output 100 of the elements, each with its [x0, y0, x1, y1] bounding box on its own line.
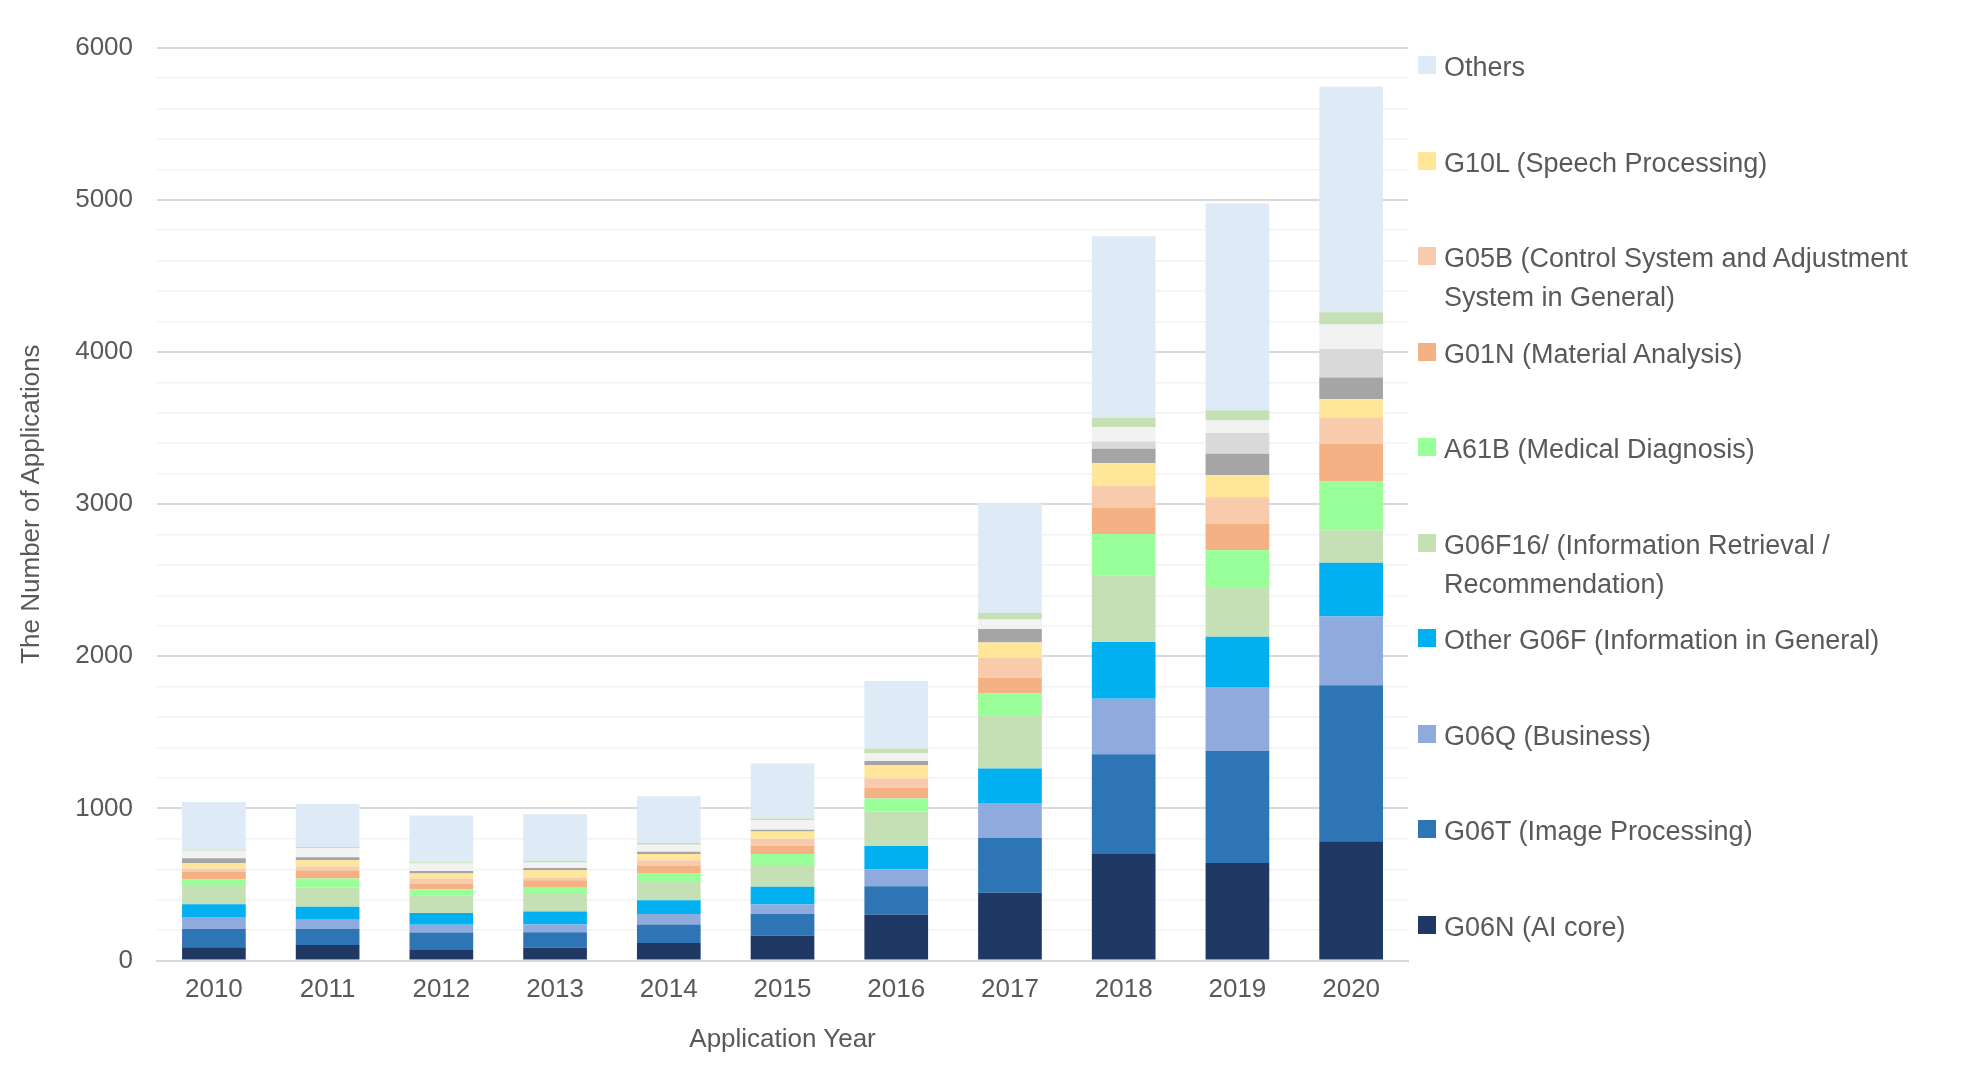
- x-tick-label: 2016: [867, 973, 926, 1004]
- x-tick-label: 2010: [184, 973, 243, 1004]
- bar: [1205, 410, 1270, 421]
- bar: [750, 820, 815, 830]
- bar: [978, 768, 1042, 804]
- x-tick-label: 2018: [1094, 973, 1153, 1004]
- legend-label: G05B (Control System and Adjustment System in General): [1444, 242, 1909, 315]
- bar: [295, 887, 360, 907]
- bar: [1319, 443, 1383, 481]
- bar: [864, 778, 929, 788]
- bar: [864, 753, 929, 761]
- bar: [409, 883, 474, 890]
- legend-label: G06T (Image Processing): [1444, 815, 1753, 849]
- bar: [978, 677, 1042, 694]
- legend-label: Other G06F (Information in General): [1444, 624, 1880, 658]
- bar: [636, 924, 701, 943]
- x-tick-label: 2020: [1322, 973, 1381, 1004]
- bar: [182, 868, 246, 872]
- x-tick-label: 2011: [299, 973, 356, 1004]
- bar: [636, 882, 701, 901]
- y-tick-label: 0: [118, 943, 134, 974]
- bar: [978, 502, 1042, 614]
- bar: [295, 870, 360, 879]
- bar: [1091, 698, 1156, 755]
- bar: [523, 932, 587, 948]
- bar: [636, 942, 701, 960]
- bar: [978, 613, 1042, 620]
- bar: [864, 760, 929, 766]
- bar: [182, 917, 246, 929]
- bar: [409, 950, 474, 960]
- x-tick-label: 2013: [526, 973, 584, 1004]
- bar: [750, 904, 815, 914]
- bar: [1319, 86, 1383, 313]
- bar: [636, 796, 701, 843]
- bar: [182, 850, 246, 859]
- y-axis-title: The Number of Applications: [14, 344, 45, 664]
- y-tick-label: 6000: [75, 30, 134, 61]
- legend-label: Others: [1444, 51, 1526, 84]
- bar: [295, 804, 360, 847]
- bar: [295, 860, 360, 867]
- bar: [1205, 751, 1270, 864]
- bar: [523, 947, 587, 960]
- x-axis-title: Application Year: [689, 1022, 877, 1053]
- y-tick-label: 2000: [75, 639, 134, 670]
- bar: [750, 854, 815, 865]
- bar: [523, 868, 587, 871]
- bar: [864, 748, 929, 754]
- bar: [523, 886, 587, 894]
- bar: [523, 893, 587, 912]
- bar: [864, 798, 929, 812]
- legend-label: A61B (Medical Diagnosis): [1444, 433, 1755, 467]
- bar: [636, 853, 701, 861]
- bar: [1319, 398, 1383, 418]
- x-tick-label: 2014: [639, 973, 698, 1004]
- bar: [182, 871, 246, 880]
- legend-label: G06Q (Business): [1444, 719, 1652, 753]
- y-tick-label: 3000: [75, 487, 134, 518]
- bar: [409, 895, 474, 914]
- bar: [864, 846, 929, 870]
- bar: [1319, 312, 1383, 325]
- bar: [409, 932, 474, 951]
- bar: [182, 928, 246, 948]
- bar: [750, 838, 815, 846]
- bar: [182, 863, 246, 869]
- bar: [978, 716, 1042, 769]
- bar: [182, 886, 246, 905]
- bar: [636, 913, 701, 925]
- bar: [750, 831, 815, 839]
- legend-label: G06F16/ (Information Retrieval / Recommendation): [1444, 528, 1831, 601]
- bar: [978, 657, 1042, 678]
- bar: [978, 642, 1042, 658]
- bar: [1205, 550, 1270, 589]
- bar: [295, 928, 360, 945]
- bar: [1091, 463, 1156, 486]
- bar: [295, 878, 360, 888]
- bar: [636, 873, 701, 883]
- bar: [182, 858, 246, 864]
- x-tick-label: 2017: [981, 973, 1039, 1004]
- bar: [1091, 854, 1156, 960]
- bar: [864, 869, 929, 887]
- bar: [1205, 203, 1270, 411]
- bar: [1091, 754, 1156, 855]
- bar: [409, 815, 474, 863]
- bar: [1319, 530, 1383, 563]
- bar: [182, 904, 246, 918]
- bar: [1091, 641, 1156, 699]
- bar: [182, 947, 246, 960]
- bar: [295, 866, 360, 871]
- bar: [523, 924, 587, 933]
- bar: [1091, 575, 1156, 642]
- legend-label: G06N (AI core): [1444, 910, 1626, 944]
- legend-label: G01N (Material Analysis): [1444, 337, 1743, 371]
- bar: [1091, 417, 1156, 428]
- bar: [1091, 236, 1156, 418]
- bar: [750, 845, 815, 855]
- legend-label: G10L (Speech Processing): [1444, 146, 1768, 180]
- bar: [1319, 616, 1383, 686]
- bar: [864, 886, 929, 915]
- bar: [1091, 427, 1156, 442]
- bar: [1205, 636, 1270, 687]
